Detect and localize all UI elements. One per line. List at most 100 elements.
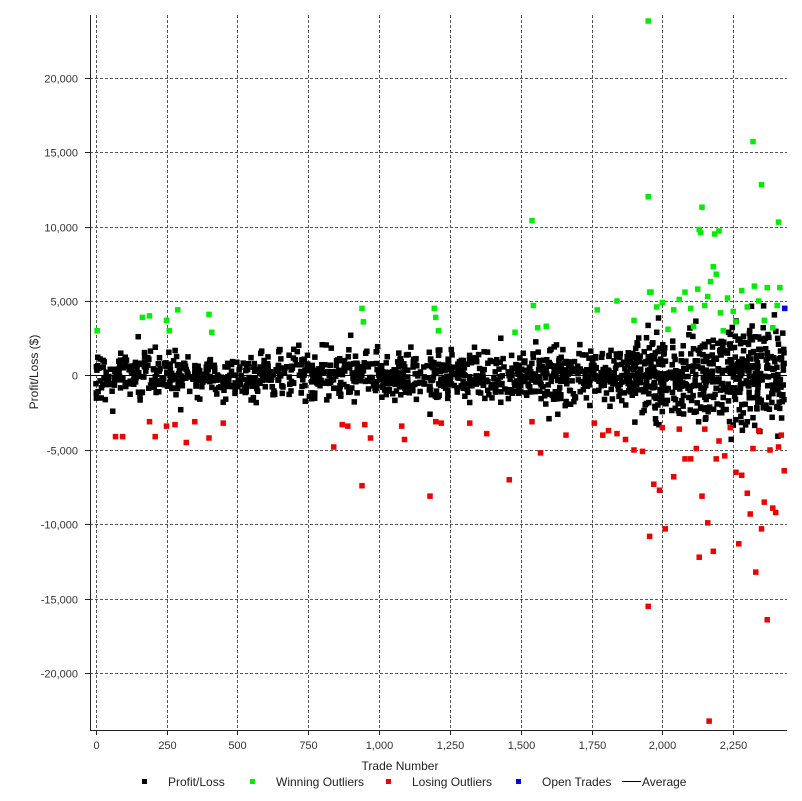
profit-loss-point — [152, 344, 159, 350]
profit-loss-point — [572, 393, 578, 400]
profit-loss-point — [93, 395, 100, 401]
profit-loss-point — [117, 385, 124, 391]
profit-loss-point — [746, 373, 753, 380]
labels-layer: 0 250 500 750 1,000 1,250 1,500 1,750 2,000 2,250… — [41, 74, 748, 753]
x-tick-label: 1,750 — [579, 740, 607, 752]
profit-loss-point — [690, 392, 696, 399]
profit-loss-point — [599, 375, 606, 382]
profit-loss-point — [731, 393, 738, 400]
legend-swatch-open-trades — [516, 779, 521, 784]
profit-loss-point — [687, 387, 693, 394]
profit-loss-point — [757, 399, 764, 405]
losing-outliers-point — [605, 427, 612, 434]
y-tick-label: 0 — [72, 371, 78, 383]
profit-loss-point — [558, 392, 564, 398]
profit-loss-point — [345, 364, 352, 371]
profit-loss-point — [773, 328, 779, 335]
profit-loss-point — [747, 406, 753, 412]
profit-loss-point — [116, 365, 122, 372]
profit-loss-point — [242, 384, 248, 391]
profit-loss-point — [697, 345, 704, 351]
profit-loss-point — [702, 416, 709, 422]
profit-loss-point — [484, 387, 491, 393]
profit-loss-point — [445, 356, 451, 362]
winning-outliers-point — [733, 319, 739, 325]
profit-loss-point — [713, 385, 719, 392]
profit-loss-point — [562, 367, 569, 373]
profit-loss-point — [579, 368, 586, 374]
profit-loss-point — [204, 370, 210, 377]
profit-loss-point — [97, 378, 103, 384]
losing-outliers-point — [727, 424, 734, 431]
profit-loss-point — [156, 389, 162, 395]
winning-outliers-point — [653, 304, 660, 310]
profit-loss-point — [232, 380, 238, 386]
profit-loss-point — [166, 380, 173, 387]
losing-outliers-point — [438, 420, 445, 426]
profit-loss-point — [384, 387, 391, 393]
winning-outliers-point — [702, 302, 708, 309]
profit-loss-point — [718, 338, 724, 345]
profit-loss-point — [564, 381, 570, 387]
profit-loss-point — [744, 418, 751, 425]
profit-loss-point — [694, 358, 701, 364]
profit-loss-point — [623, 370, 630, 377]
losing-outliers-point — [362, 421, 368, 428]
winning-outliers-point — [774, 302, 780, 309]
winning-outliers-point — [712, 231, 718, 237]
profit-loss-point — [458, 357, 465, 364]
profit-loss-point — [393, 388, 400, 394]
profit-loss-point — [671, 395, 677, 402]
profit-loss-point — [174, 362, 181, 368]
winning-outliers-point — [720, 328, 727, 334]
losing-outliers-point — [591, 420, 598, 426]
profit-loss-point — [245, 360, 252, 367]
profit-loss-point — [112, 369, 118, 375]
profit-loss-point — [290, 355, 297, 361]
profit-loss-point — [781, 350, 787, 356]
losing-outliers-point — [345, 423, 351, 429]
profit-loss-point — [541, 390, 548, 397]
losing-outliers-point — [699, 493, 705, 499]
profit-loss-point — [197, 396, 203, 402]
profit-loss-point — [737, 336, 743, 342]
profit-loss-point — [311, 395, 318, 402]
profit-loss-point — [619, 379, 625, 385]
x-tick-label: 500 — [228, 740, 246, 752]
profit-loss-point — [700, 358, 707, 365]
x-tick-label: 1,500 — [508, 740, 536, 752]
profit-loss-point — [757, 336, 763, 342]
y-tick-label: -5,000 — [47, 446, 78, 458]
profit-loss-point — [351, 360, 357, 367]
profit-loss-point — [179, 365, 186, 371]
losing-outliers-point — [192, 418, 198, 425]
losing-outliers-point — [693, 445, 700, 452]
profit-loss-point — [383, 391, 390, 398]
profit-loss-point — [250, 394, 257, 401]
profit-loss-point — [265, 363, 271, 370]
profit-loss-point — [265, 354, 271, 360]
profit-loss-point — [655, 348, 661, 355]
profit-loss-point — [751, 422, 758, 429]
profit-loss-point — [499, 372, 505, 379]
losing-outliers-point — [639, 448, 646, 455]
losing-outliers-point — [713, 456, 719, 462]
profit-loss-point — [762, 346, 769, 352]
profit-loss-point — [186, 388, 193, 395]
profit-loss-point — [356, 378, 363, 384]
profit-loss-point — [728, 436, 734, 443]
profit-loss-point — [657, 379, 664, 385]
profit-loss-point — [720, 394, 726, 401]
profit-loss-point — [636, 353, 643, 360]
profit-loss-point — [679, 370, 685, 376]
losing-outliers-point — [702, 426, 708, 432]
profit-loss-point — [651, 394, 657, 400]
profit-loss-point — [641, 360, 648, 367]
losing-outliers-point — [172, 421, 178, 428]
losing-outliers-point — [687, 456, 694, 462]
profit-loss-point — [680, 359, 686, 366]
profit-loss-point — [408, 344, 414, 350]
profit-loss-point — [302, 382, 308, 389]
losing-outliers-point — [744, 490, 751, 496]
profit-loss-point — [662, 344, 668, 351]
